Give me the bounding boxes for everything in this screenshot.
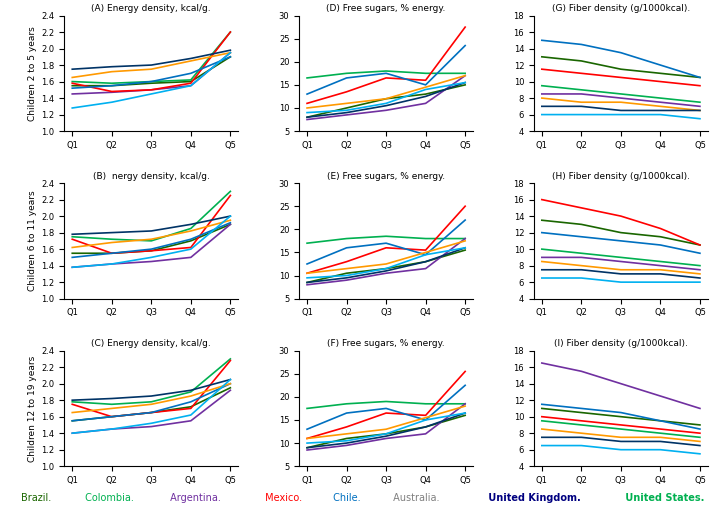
Y-axis label: Children 12 to 19 years: Children 12 to 19 years <box>28 355 37 462</box>
Text: Brazil.: Brazil. <box>21 493 51 503</box>
Title: (A) Energy density, kcal/g.: (A) Energy density, kcal/g. <box>92 4 211 13</box>
Y-axis label: Children 2 to 5 years: Children 2 to 5 years <box>28 26 37 121</box>
Title: (D) Free sugars, % energy.: (D) Free sugars, % energy. <box>327 4 445 13</box>
Text: Chile.: Chile. <box>330 493 361 503</box>
Title: (B)  nergy density, kcal/g.: (B) nergy density, kcal/g. <box>93 172 209 181</box>
Text: United Kingdom.: United Kingdom. <box>485 493 581 503</box>
Title: (H) Fiber density (g/1000kcal).: (H) Fiber density (g/1000kcal). <box>552 172 690 181</box>
Y-axis label: Children 6 to 11 years: Children 6 to 11 years <box>28 191 37 291</box>
Title: (G) Fiber density (g/1000kcal).: (G) Fiber density (g/1000kcal). <box>552 4 690 13</box>
Title: (F) Free sugars, % energy.: (F) Free sugars, % energy. <box>327 339 445 349</box>
Text: Australia.: Australia. <box>390 493 440 503</box>
Title: (I) Fiber density (g/1000kcal).: (I) Fiber density (g/1000kcal). <box>554 339 688 349</box>
Text: Colombia.: Colombia. <box>82 493 134 503</box>
Text: Mexico.: Mexico. <box>262 493 302 503</box>
Title: (E) Free sugars, % energy.: (E) Free sugars, % energy. <box>327 172 445 181</box>
Text: Argentina.: Argentina. <box>167 493 221 503</box>
Title: (C) Energy density, kcal/g.: (C) Energy density, kcal/g. <box>92 339 211 349</box>
Text: United States.: United States. <box>622 493 704 503</box>
